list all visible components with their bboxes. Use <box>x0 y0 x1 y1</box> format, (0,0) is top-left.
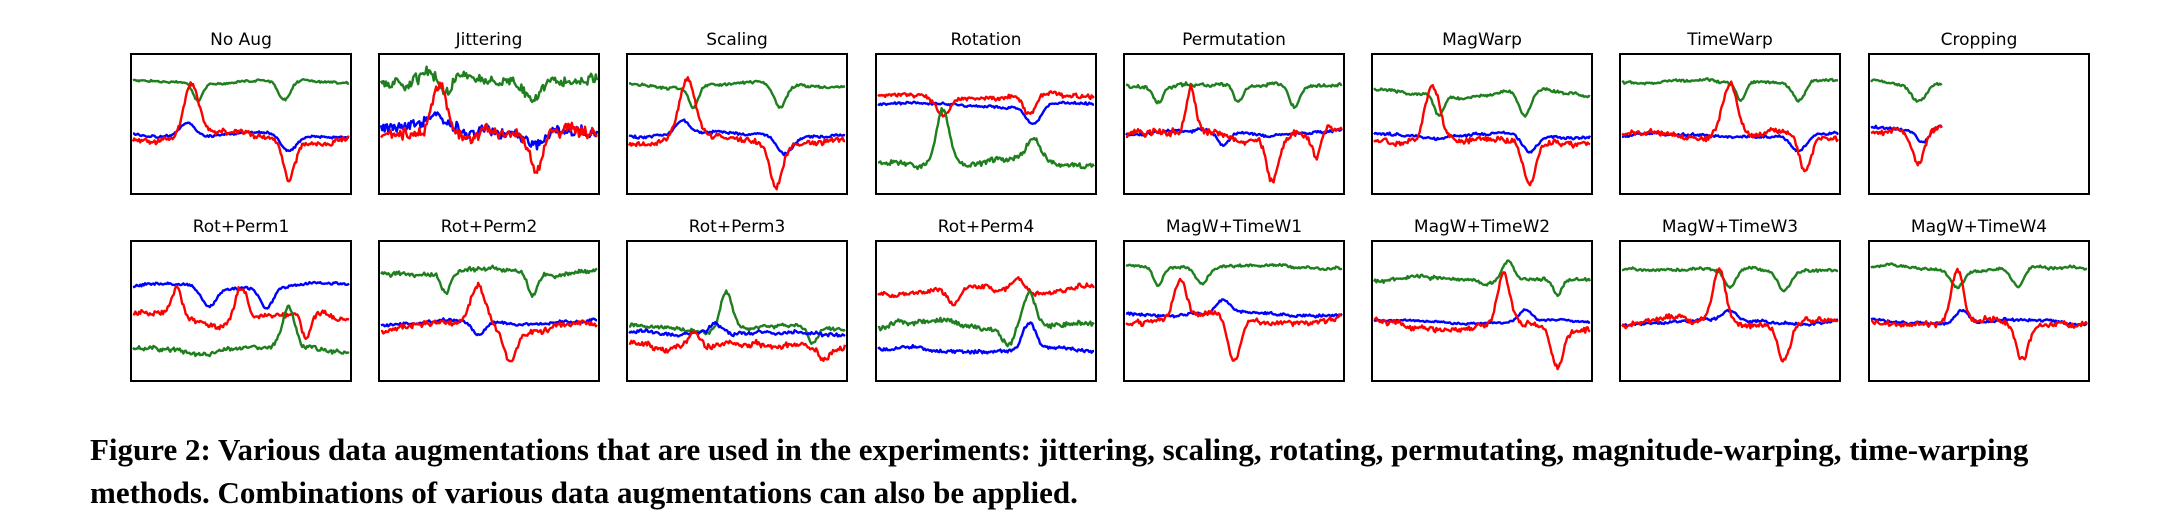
panel-title: Rot+Perm4 <box>938 217 1035 237</box>
green-series-line <box>1870 262 2088 290</box>
panel-title: Permutation <box>1182 30 1286 50</box>
panel-title: Rot+Perm1 <box>193 217 290 237</box>
blue-series-line <box>1373 130 1592 154</box>
panel-jittering: Jittering <box>378 30 600 195</box>
red-series-line <box>877 276 1096 307</box>
panel-frame <box>1371 240 1593 382</box>
panel-frame <box>626 240 848 382</box>
panel-frame <box>875 53 1097 195</box>
panel-title: Rot+Perm3 <box>689 217 786 237</box>
blue-series-line <box>1373 308 1591 326</box>
red-series-line <box>1373 83 1591 187</box>
panel-frame <box>1123 53 1345 195</box>
red-series-line <box>1125 84 1344 184</box>
red-series-line <box>1870 124 1943 167</box>
panel-no-aug: No Aug <box>130 30 352 195</box>
blue-series-line <box>628 320 846 338</box>
panel-frame <box>1868 53 2090 195</box>
green-series-line <box>1373 87 1591 118</box>
panel-frame <box>378 240 600 382</box>
green-series-line <box>380 264 598 298</box>
augmentation-figure: No Aug Jittering Scaling Rotation Permutatio… <box>130 30 2090 382</box>
panel-title: No Aug <box>210 30 272 50</box>
panel-magw-timew4: MagW+TimeW4 <box>1868 217 2090 382</box>
blue-series-line <box>1125 298 1343 319</box>
green-series-line <box>628 79 846 110</box>
green-series-line <box>877 106 1095 171</box>
green-series-line <box>1125 262 1343 287</box>
red-series-line <box>1125 277 1343 362</box>
panel-frame <box>1123 240 1345 382</box>
panel-frame <box>130 240 352 382</box>
red-series-line <box>1621 80 1840 173</box>
panel-title: Jittering <box>455 30 523 50</box>
green-series-line <box>877 290 1095 348</box>
red-series-line <box>627 76 846 191</box>
panel-title: Cropping <box>1941 30 2018 50</box>
panel-title: TimeWarp <box>1686 30 1773 50</box>
panel-title: MagW+TimeW3 <box>1662 217 1798 237</box>
green-series-line <box>132 77 350 103</box>
red-series-line <box>132 284 350 341</box>
panel-title: MagW+TimeW1 <box>1166 217 1302 237</box>
red-series-line <box>380 81 598 175</box>
red-series-line <box>131 81 350 183</box>
panel-rot-perm4: Rot+Perm4 <box>875 217 1097 382</box>
figure-caption: Figure 2: Various data augmentations tha… <box>90 432 2029 510</box>
panel-title: MagW+TimeW4 <box>1911 217 2047 237</box>
green-series-line <box>1870 78 1943 103</box>
red-series-line <box>1870 267 2089 361</box>
panel-title: Rot+Perm2 <box>441 217 538 237</box>
panel-magw-timew1: MagW+TimeW1 <box>1123 217 1345 382</box>
green-series-line <box>1621 265 1839 293</box>
blue-series-line <box>1870 308 2088 327</box>
panel-frame <box>875 240 1097 382</box>
panel-rot-perm2: Rot+Perm2 <box>378 217 600 382</box>
panel-timewarp: TimeWarp <box>1619 30 1841 195</box>
panel-title: MagWarp <box>1442 30 1522 50</box>
panel-frame <box>1619 53 1841 195</box>
panel-frame <box>1371 53 1593 195</box>
panel-permutation: Permutation <box>1123 30 1345 195</box>
panel-frame <box>1868 240 2090 382</box>
panel-magw-timew3: MagW+TimeW3 <box>1619 217 1841 382</box>
red-series-line <box>1373 271 1591 371</box>
panel-magw-timew2: MagW+TimeW2 <box>1371 217 1593 382</box>
panel-scaling: Scaling <box>626 30 848 195</box>
green-series-line <box>379 65 599 104</box>
green-series-line <box>1125 81 1343 110</box>
panel-rot-perm3: Rot+Perm3 <box>626 217 848 382</box>
red-series-line <box>877 90 1095 118</box>
red-series-line <box>380 281 598 363</box>
panel-frame <box>378 53 600 195</box>
blue-series-line <box>877 100 1095 126</box>
green-series-line <box>628 289 846 345</box>
panel-frame <box>626 53 848 195</box>
blue-series-line <box>877 321 1095 355</box>
blue-series-line <box>132 280 350 310</box>
panel-cropping: Cropping <box>1868 30 2090 195</box>
panel-rot-perm1: Rot+Perm1 <box>130 217 352 382</box>
blue-series-line <box>132 121 349 153</box>
panel-title: MagW+TimeW2 <box>1414 217 1550 237</box>
red-series-line <box>1621 267 1839 363</box>
panel-frame <box>1619 240 1841 382</box>
green-series-line <box>1372 259 1592 298</box>
blue-series-line <box>628 118 846 157</box>
panel-rotation: Rotation <box>875 30 1097 195</box>
panel-magwarp: MagWarp <box>1371 30 1593 195</box>
green-series-line <box>132 304 350 358</box>
blue-series-line <box>1621 130 1840 153</box>
red-series-line <box>628 330 847 362</box>
panel-frame <box>130 53 352 195</box>
panel-title: Scaling <box>706 30 768 50</box>
panel-title: Rotation <box>950 30 1021 50</box>
